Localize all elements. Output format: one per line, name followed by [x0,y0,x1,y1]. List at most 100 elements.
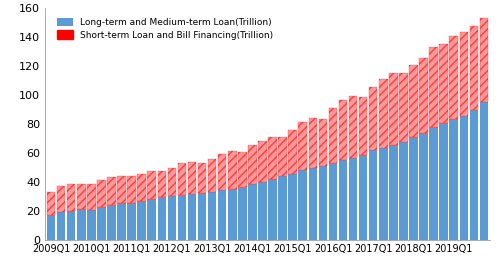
Bar [198,193,206,240]
Bar [409,65,418,137]
Bar [409,65,418,137]
Bar [67,184,76,210]
Bar [87,184,96,210]
Bar [87,184,96,210]
Bar [97,180,106,207]
Bar [369,87,378,150]
Bar [399,142,407,240]
Bar [318,165,327,240]
Bar [218,190,226,240]
Bar [138,174,146,201]
Bar [158,197,166,240]
Bar [440,44,448,123]
Bar [470,26,478,110]
Bar [128,176,136,203]
Bar [77,184,86,209]
Legend: Long-term and Medium-term Loan(Trillion), Short-term Loan and Bill Financing(Tri: Long-term and Medium-term Loan(Trillion)… [54,15,276,42]
Bar [399,73,407,142]
Bar [138,201,146,240]
Bar [268,179,277,240]
Bar [67,184,76,210]
Bar [268,137,277,179]
Bar [318,119,327,165]
Bar [148,171,156,199]
Bar [470,110,478,240]
Bar [389,73,398,145]
Bar [47,192,56,215]
Bar [208,159,216,192]
Bar [208,192,216,240]
Bar [450,37,458,119]
Bar [278,176,287,240]
Bar [450,119,458,240]
Bar [460,116,468,240]
Bar [460,32,468,116]
Bar [57,186,66,212]
Bar [188,162,196,194]
Bar [117,176,126,203]
Bar [379,79,388,148]
Bar [57,212,66,240]
Bar [379,148,388,240]
Bar [228,189,236,240]
Bar [480,18,488,102]
Bar [389,145,398,240]
Bar [218,154,226,190]
Bar [248,184,256,240]
Bar [148,199,156,240]
Bar [308,118,317,168]
Bar [349,96,358,158]
Bar [77,209,86,240]
Bar [278,137,287,176]
Bar [258,182,266,240]
Bar [278,137,287,176]
Bar [328,108,337,163]
Bar [470,26,478,110]
Bar [369,150,378,240]
Bar [430,47,438,127]
Bar [258,141,266,182]
Bar [87,210,96,240]
Bar [258,141,266,182]
Bar [47,215,56,240]
Bar [430,47,438,127]
Bar [379,79,388,148]
Bar [218,154,226,190]
Bar [409,137,418,240]
Bar [178,195,186,240]
Bar [188,162,196,194]
Bar [328,163,337,240]
Bar [288,174,297,240]
Bar [158,171,166,197]
Bar [107,177,116,205]
Bar [67,210,76,240]
Bar [248,144,256,184]
Bar [117,203,126,240]
Bar [349,96,358,158]
Bar [359,97,368,155]
Bar [168,168,176,196]
Bar [128,176,136,203]
Bar [107,205,116,240]
Bar [158,171,166,197]
Bar [450,37,458,119]
Bar [349,158,358,240]
Bar [168,168,176,196]
Bar [188,194,196,240]
Bar [338,100,347,160]
Bar [228,151,236,189]
Bar [47,192,56,215]
Bar [359,97,368,155]
Bar [77,184,86,209]
Bar [168,196,176,240]
Bar [318,119,327,165]
Bar [288,130,297,174]
Bar [338,160,347,240]
Bar [238,152,246,186]
Bar [268,137,277,179]
Bar [440,123,448,240]
Bar [399,73,407,142]
Bar [369,87,378,150]
Bar [440,44,448,123]
Bar [389,73,398,145]
